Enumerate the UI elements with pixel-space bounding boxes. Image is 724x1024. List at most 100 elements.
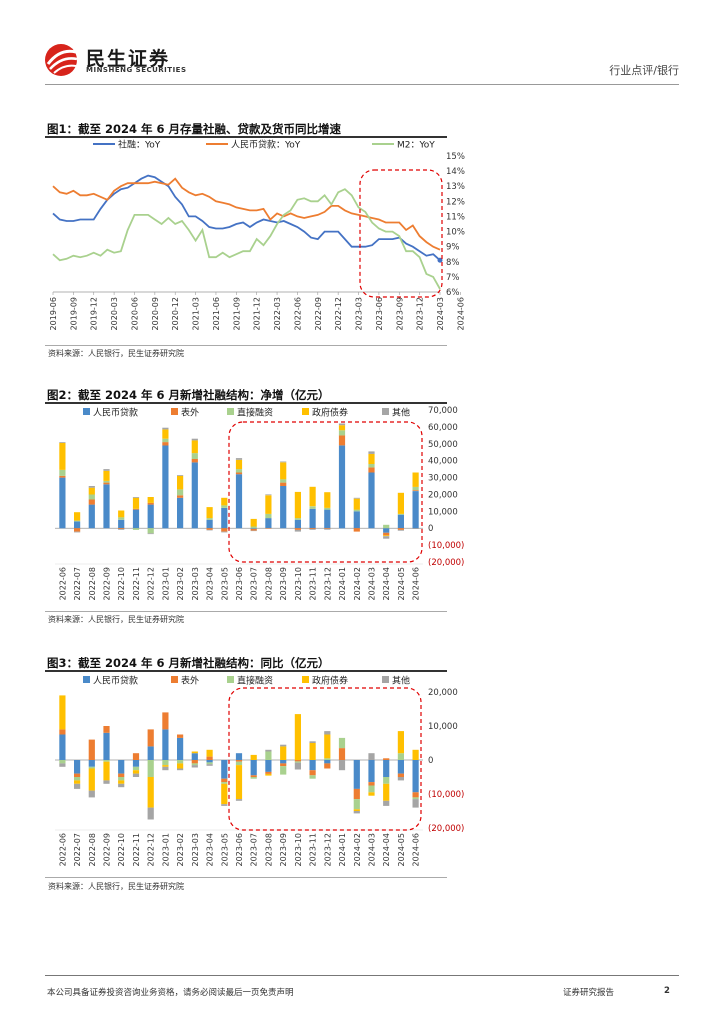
bar-segment-4 [324, 528, 331, 530]
brand-name-cn: 民生证券 [86, 48, 171, 70]
x-tick-label: 2024-02 [353, 833, 362, 866]
bar-segment-3 [294, 491, 301, 519]
bar-segment-4 [353, 811, 360, 814]
x-tick-label: 2024-04 [382, 833, 391, 866]
bar-segment-4 [368, 451, 375, 454]
bar-segment-1 [338, 435, 346, 446]
bar-segment-1 [132, 753, 140, 760]
bar-segment-0 [250, 528, 257, 529]
bar-segment-2 [353, 799, 360, 810]
bar-segment-3 [147, 497, 154, 503]
x-tick-label: 2022-07 [73, 567, 82, 600]
bar-segment-1 [412, 792, 419, 798]
figure-1-source-rule [45, 345, 447, 346]
bar-segment-4 [88, 790, 95, 798]
bar-segment-4 [103, 780, 110, 784]
bar-segment-3 [118, 510, 125, 518]
y-tick-label: 9% [446, 243, 460, 253]
bar-segment-0 [147, 504, 154, 529]
bar-segment-4 [235, 799, 243, 801]
y-tick-label: 0 [428, 524, 433, 534]
bar-segment-1 [103, 726, 110, 733]
bar-segment-0 [368, 760, 375, 783]
x-tick-label: 2023-03 [191, 567, 200, 600]
bar-segment-0 [265, 760, 272, 772]
bar-segment-0 [280, 760, 287, 764]
x-tick-label: 2023-09 [279, 833, 288, 866]
bar-segment-1 [353, 528, 360, 532]
bar-segment-2 [412, 486, 419, 491]
x-tick-label: 2024-01 [338, 833, 347, 866]
x-tick-label: 2021-03 [192, 297, 201, 330]
bar-segment-4 [74, 783, 81, 789]
x-tick-label: 2023-11 [309, 567, 318, 600]
bar-segment-1 [235, 760, 243, 762]
legend-label: 人民币贷款 [93, 407, 138, 419]
x-tick-label: 2021-06 [212, 297, 221, 330]
bar-segment-3 [338, 425, 346, 431]
bar-segment-0 [294, 519, 301, 529]
bar-segment-0 [221, 508, 228, 529]
bar-segment-1 [294, 760, 301, 762]
bar-segment-2 [309, 506, 316, 509]
bar-segment-0 [324, 760, 331, 764]
legend-label: 直接融资 [237, 407, 273, 419]
x-tick-label: 2020-03 [110, 297, 119, 330]
bar-segment-4 [280, 744, 287, 747]
bar-segment-0 [221, 760, 228, 779]
series-end-point [437, 257, 443, 263]
bar-segment-4 [353, 497, 360, 499]
bar-segment-2 [147, 760, 154, 777]
bar-segment-3 [206, 749, 213, 757]
bar-segment-0 [59, 734, 66, 760]
x-tick-label: 2023-05 [220, 567, 229, 600]
bar-segment-1 [397, 773, 404, 777]
bar-segment-2 [162, 760, 169, 766]
bar-segment-1 [74, 773, 81, 777]
bar-segment-0 [59, 477, 66, 529]
x-tick-label: 2019-06 [49, 297, 58, 330]
bar-segment-0 [206, 519, 213, 529]
x-tick-label: 2022-06 [293, 297, 302, 330]
bar-segment-2 [324, 758, 331, 760]
y-tick-label: (20,000) [428, 824, 464, 834]
bar-segment-2 [368, 785, 375, 793]
bar-segment-0 [177, 737, 184, 760]
bar-segment-4 [206, 529, 213, 531]
x-tick-label: 2023-05 [220, 833, 229, 866]
x-tick-label: 2023-08 [264, 833, 273, 866]
bar-segment-3 [74, 512, 81, 521]
bar-segment-2 [118, 777, 125, 781]
x-tick-label: 2022-10 [117, 567, 126, 600]
bar-segment-4 [162, 427, 169, 430]
bar-segment-0 [250, 760, 257, 776]
legend-swatch [171, 676, 178, 683]
bar-segment-4 [147, 533, 154, 535]
bar-segment-0 [353, 760, 360, 789]
bar-segment-1 [162, 442, 169, 446]
figure-2-source: 资料来源：人民银行，民生证券研究院 [48, 615, 184, 624]
x-tick-label: 2023-04 [206, 567, 215, 600]
y-tick-label: 10,000 [428, 507, 458, 517]
header-rule [45, 84, 679, 85]
bar-segment-0 [118, 519, 125, 529]
bar-segment-4 [74, 531, 81, 533]
bar-segment-1 [59, 729, 66, 735]
bar-segment-0 [353, 511, 360, 529]
bar-segment-3 [177, 475, 184, 490]
bar-segment-1 [177, 734, 184, 738]
x-tick-label: 2023-11 [309, 833, 318, 866]
legend-label: 人民币贷款：YoY [231, 139, 301, 151]
x-tick-label: 2023-07 [250, 833, 259, 866]
x-tick-label: 2023-01 [161, 567, 170, 600]
bar-segment-4 [324, 731, 331, 735]
bar-segment-1 [88, 499, 95, 505]
x-tick-label: 2023-02 [176, 567, 185, 600]
bar-segment-2 [265, 513, 272, 519]
bar-segment-4 [309, 741, 316, 743]
bar-segment-3 [368, 453, 375, 464]
bar-segment-1 [88, 739, 95, 760]
y-tick-label: (10,000) [428, 790, 464, 800]
x-tick-label: 2022-09 [103, 833, 112, 866]
x-tick-label: 2023-12 [416, 297, 425, 330]
